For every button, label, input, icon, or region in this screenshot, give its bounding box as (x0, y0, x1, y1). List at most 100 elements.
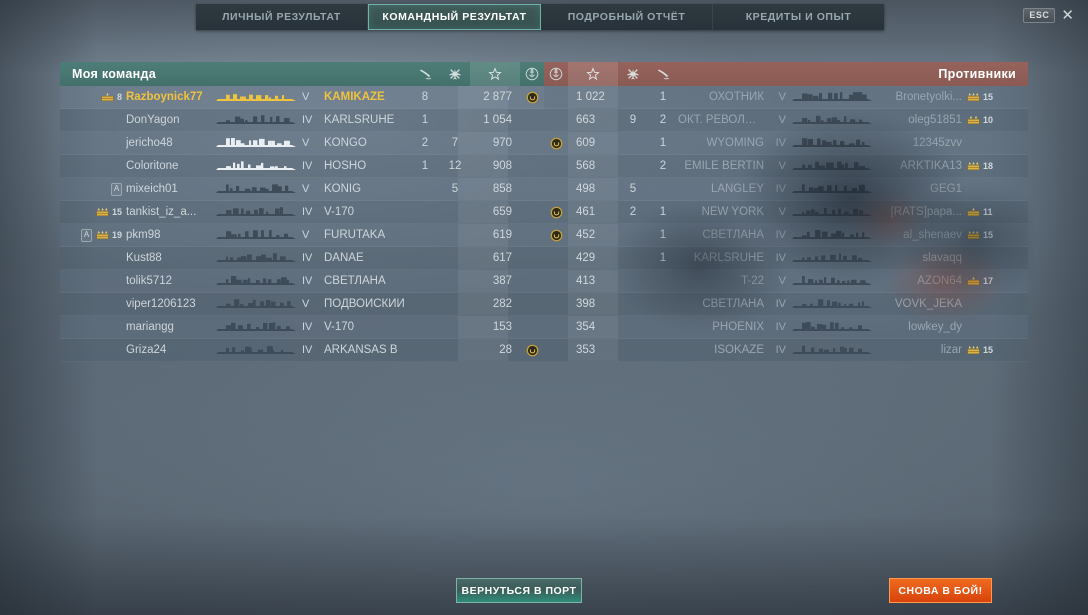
ship-name-text: T-22 (740, 275, 764, 287)
ship-silhouette (792, 208, 872, 216)
rank-insignia: 18 (966, 161, 993, 172)
player-name-text: 12345zvv (912, 137, 962, 149)
planes-downed: 7 (451, 137, 459, 149)
ship-tier: V (302, 229, 310, 241)
planes-downed: 9 (629, 114, 637, 126)
torpedo-hits: 1 (659, 137, 667, 149)
table-row[interactable]: 398 СВЕТЛАНА IV VOVK_JEKA (544, 293, 1028, 316)
player-name-text: lowkey_dy (908, 321, 962, 333)
experience-points: 153 (492, 321, 512, 333)
table-row[interactable]: DonYagon IV KARLSRUHE 1 1 054 (60, 109, 544, 132)
player-name: al_shenaev (878, 224, 962, 246)
ship-tier: IV (775, 252, 786, 264)
ship-name: NEW YORK (678, 201, 764, 223)
ship-silhouette (792, 345, 872, 354)
column-header-star-xp-icon[interactable] (568, 62, 618, 86)
ship-icon (786, 247, 878, 269)
column-header-plane-shot-down-icon[interactable] (618, 62, 648, 86)
table-row[interactable]: 413 T-22 V AZON64 17 (544, 270, 1028, 293)
player-name: pkm98 (126, 224, 210, 246)
achievement-medal (544, 316, 568, 338)
table-row[interactable]: jericho48 V KONGO 2 7 970 (60, 132, 544, 155)
planes-downed (618, 155, 648, 177)
enemy-team-title: Противники (938, 67, 1016, 81)
table-row[interactable]: 609 1 WYOMING IV 12345zvv (544, 132, 1028, 155)
enemy-rows: 1 022 1 ОХОТНИК V Bronetyolki... 15 663 9 2 ОКТ. … (544, 86, 1028, 362)
player-badges: A 19 (60, 224, 126, 246)
column-header-torpedo-hit-icon[interactable] (410, 62, 440, 86)
table-row[interactable]: Coloritone IV HOSHO 1 12 908 (60, 155, 544, 178)
experience-points: 282 (492, 298, 512, 310)
ship-name-text: DANAE (324, 252, 364, 264)
close-button[interactable]: ESC ✕ (1023, 8, 1074, 23)
close-icon[interactable]: ✕ (1061, 7, 1074, 24)
table-row[interactable]: 461 2 1 NEW YORK V [RATS]papa... 11 (544, 201, 1028, 224)
tab-1[interactable]: КОМАНДНЫЙ РЕЗУЛЬТАТ (368, 4, 541, 30)
torpedo-hits: 1 (421, 160, 429, 172)
column-header-anchor-medal-icon[interactable] (544, 62, 568, 86)
column-header-star-xp-icon[interactable] (470, 62, 520, 86)
tab-0[interactable]: ЛИЧНЫЙ РЕЗУЛЬТАТ (196, 4, 368, 30)
table-row[interactable]: A 19 pkm98 V FURUTAKA 619 (60, 224, 544, 247)
table-row[interactable]: 353 ISOKAZE IV lizar 15 (544, 339, 1028, 362)
ship-name-text: СВЕТЛАНА (702, 298, 764, 310)
rank-insignia: 10 (966, 115, 993, 126)
ship-icon (786, 270, 878, 292)
table-row[interactable]: 354 PHOENIX IV lowkey_dy (544, 316, 1028, 339)
table-row[interactable]: 452 1 СВЕТЛАНА IV al_shenaev 15 (544, 224, 1028, 247)
table-row[interactable]: Griza24 IV ARKANSAS B 28 (60, 339, 544, 362)
player-badges (60, 247, 126, 269)
column-header-anchor-medal-icon[interactable] (520, 62, 544, 86)
column-header-torpedo-hit-icon[interactable] (648, 62, 678, 86)
return-to-port-button[interactable]: Вернуться в порт (456, 578, 582, 603)
ship-name-text: PHOENIX (712, 321, 764, 333)
planes-downed (440, 293, 470, 315)
torpedo-hits: 2 (421, 137, 429, 149)
ship-name: KÖNIG (324, 178, 410, 200)
column-header-plane-shot-down-icon[interactable] (440, 62, 470, 86)
alt-account-icon: A (80, 228, 92, 242)
ship-name: ОХОТНИК (678, 86, 764, 108)
ship-tier: IV (775, 321, 786, 333)
torpedo-hits (648, 270, 678, 292)
player-name-text: jericho48 (126, 137, 173, 149)
ship-icon (786, 339, 878, 361)
ship-tier: V (778, 206, 786, 218)
table-row[interactable]: mariangg IV V-170 153 (60, 316, 544, 339)
ship-tier: IV (775, 298, 786, 310)
table-row[interactable]: 429 1 KARLSRUHE IV slavaqq (544, 247, 1028, 270)
battle-again-button[interactable]: Снова в бой! (889, 578, 992, 603)
table-row[interactable]: 15 tankist_iz_a... IV V-170 659 (60, 201, 544, 224)
ship-name-text: ПОДВОЙСКИЙ (324, 298, 405, 310)
table-row[interactable]: Kust88 IV DANAE 617 (60, 247, 544, 270)
player-name-text: Bronetyolki... (895, 91, 962, 103)
player-name-text: DonYagon (126, 114, 180, 126)
rank-number: 15 (111, 207, 122, 217)
table-row[interactable]: 1 022 1 ОХОТНИК V Bronetyolki... 15 (544, 86, 1028, 109)
table-row[interactable]: 568 2 ÉMILE BERTIN V ARKTIKA13 18 (544, 155, 1028, 178)
experience-points: 429 (576, 252, 596, 264)
ship-icon (786, 178, 878, 200)
player-name-text: AZON64 (917, 275, 962, 287)
tab-2[interactable]: ПОДРОБНЫЙ ОТЧЁТ (541, 4, 713, 30)
rank-number: 8 (116, 92, 122, 102)
planes-downed: 5 (629, 183, 637, 195)
player-name: [RATS]papa... (878, 201, 962, 223)
torpedo-hits (410, 201, 440, 223)
tab-3[interactable]: КРЕДИТЫ И ОПЫТ (745, 11, 852, 23)
table-row[interactable]: viper1206123 V ПОДВОЙСКИЙ 282 (60, 293, 544, 316)
achievement-medal (544, 201, 568, 223)
ship-silhouette (792, 92, 872, 101)
table-row[interactable]: 8 Razboynick77 V KAMIKAZE 8 2 877 (60, 86, 544, 109)
experience-points: 568 (576, 160, 596, 172)
player-badges (60, 339, 126, 361)
planes-downed: 12 (448, 160, 462, 172)
experience-points: 1 022 (576, 91, 605, 103)
table-row[interactable]: 498 5 LANGLEY IV GEG1 (544, 178, 1028, 201)
table-row[interactable]: tolik5712 IV СВЕТЛАНА 387 (60, 270, 544, 293)
planes-downed (618, 339, 648, 361)
ship-icon (210, 293, 302, 315)
player-name: tankist_iz_a... (126, 201, 210, 223)
